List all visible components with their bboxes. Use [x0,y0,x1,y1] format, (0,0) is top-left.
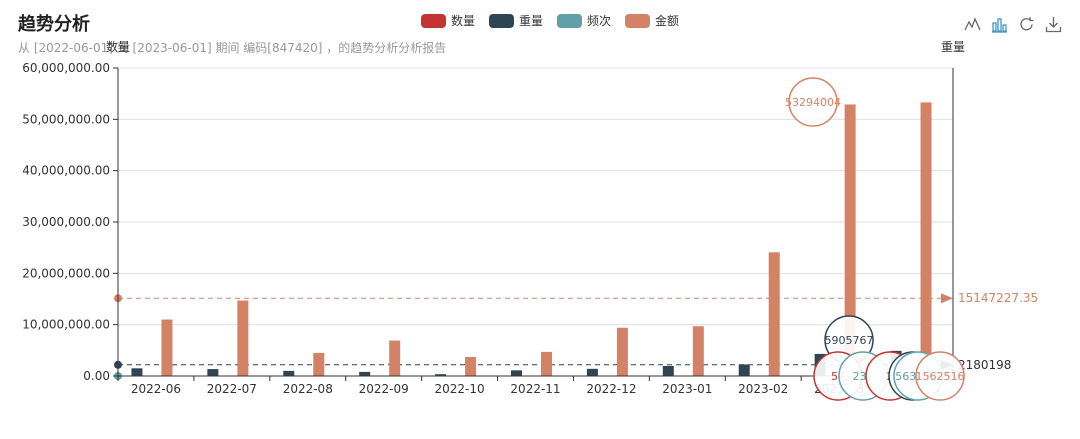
x-tick-label: 2023-01 [662,382,712,396]
markpoint-bubble [788,77,838,127]
bar-weight [738,364,750,376]
download-icon[interactable] [1045,16,1062,33]
y-tick-label: 60,000,000.00 [22,61,110,75]
bar-amount [692,326,704,376]
legend-item-frequency[interactable]: 频次 [557,12,611,29]
bar-amount [920,102,932,377]
x-tick-label: 2022-09 [359,382,409,396]
toolbox [964,16,1062,33]
legend-label: 金额 [655,14,680,28]
bar-amount [616,327,628,376]
bar-weight [131,368,143,376]
markline-label: 15147227.35 [958,291,1038,305]
x-tick-label: 2022-07 [207,382,257,396]
legend-swatch [421,13,446,28]
bar-amount [465,357,477,376]
y-axis-left-name: 数量 [106,39,130,54]
bar-amount [768,252,780,376]
legend-item-weight[interactable]: 重量 [489,12,543,29]
y-tick-label: 10,000,000.00 [22,318,110,332]
x-tick-label: 2022-12 [586,382,636,396]
bar-weight [359,371,371,376]
bar-amount [313,352,325,376]
bar-weight [207,369,219,376]
legend: 数量 重量 频次 金额 [421,12,679,29]
x-tick-label: 2022-10 [435,382,485,396]
markline-label: 2180198 [958,358,1011,372]
markpoint-bubble [915,351,965,401]
bar-weight [283,370,295,376]
x-tick-label: 2022-06 [131,382,181,396]
legend-swatch [625,13,651,28]
legend-item-quantity[interactable]: 数量 [421,12,475,29]
bar-amount [541,351,552,376]
line-chart-icon[interactable] [964,16,981,33]
x-tick-label: 2023-02 [738,382,788,396]
y-tick-label: 30,000,000.00 [22,215,110,229]
x-tick-label: 2022-08 [283,382,333,396]
y-axis-right-name: 重量 [941,40,965,54]
chart-subtitle: 从 [2022-06-01] 到 [2023-06-01] 期间 编码[8474… [18,41,447,55]
markline-arrow [941,293,953,304]
bar-chart-icon[interactable] [991,16,1008,33]
bar-amount [237,300,249,376]
bar-amount [389,340,401,376]
legend-label: 重量 [519,14,544,28]
legend-swatch [557,13,583,28]
legend-item-amount[interactable]: 金额 [625,12,679,29]
markpoint-label: 5905767 [825,334,874,347]
bar-weight [586,368,598,376]
bar-weight [662,365,674,376]
bar-amount [161,319,173,376]
bar-weight [511,370,522,376]
y-tick-label: 40,000,000.00 [22,164,110,178]
bar-weight [435,374,447,376]
legend-label: 数量 [451,14,476,28]
restore-icon[interactable] [1018,16,1035,33]
bar-amount [844,104,856,377]
markpoint-label: 1562516 [916,370,965,383]
markpoint-label: 53294004 [785,96,841,109]
y-tick-label: 50,000,000.00 [22,112,110,126]
legend-label: 频次 [587,14,612,28]
x-tick-label: 2022-11 [510,382,560,396]
y-tick-label: 20,000,000.00 [22,266,110,280]
legend-swatch [489,13,515,28]
y-tick-label: 0.00 [83,369,110,383]
chart-title: 趋势分析 [18,14,90,35]
